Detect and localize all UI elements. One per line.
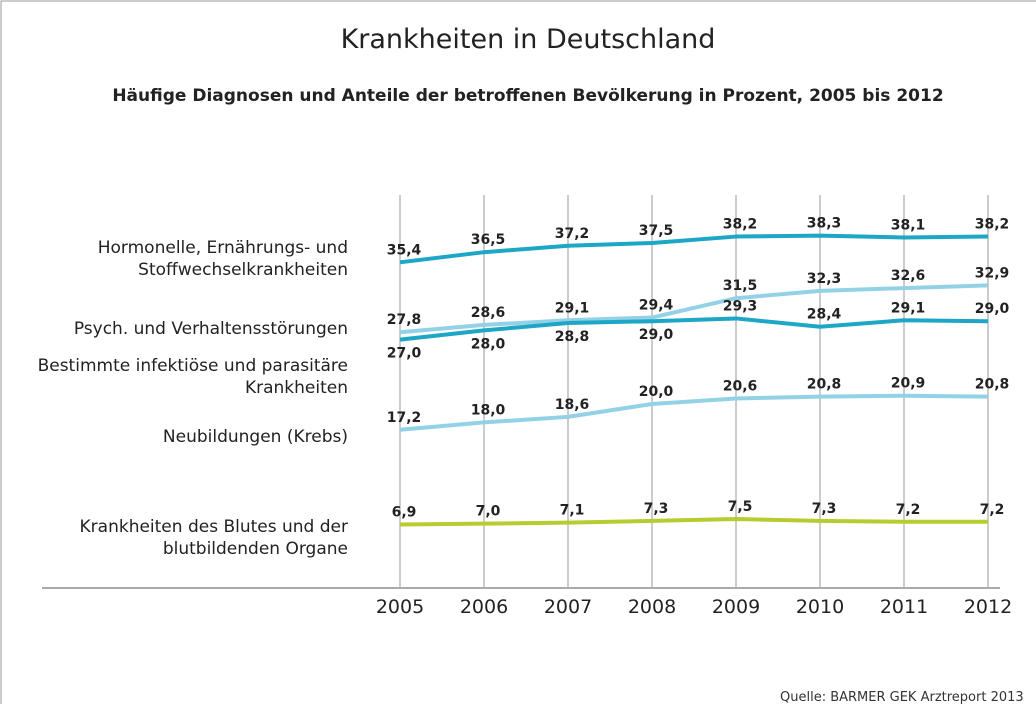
data-label: 29,1 <box>555 300 590 316</box>
chart-title: Krankheiten in Deutschland <box>341 24 716 55</box>
data-label: 31,5 <box>723 278 758 294</box>
series-label: Neubildungen (Krebs) <box>162 427 348 447</box>
series-line <box>399 233 989 265</box>
data-label: 7,5 <box>728 499 753 515</box>
series-label: Hormonelle, Ernährungs- und Stoffwechsel… <box>97 238 348 280</box>
data-label: 28,8 <box>555 329 590 345</box>
series-label: Psych. und Verhaltensstörungen <box>73 319 348 339</box>
series-line <box>399 283 989 335</box>
chart-subtitle: Häufige Diagnosen und Anteile der betrof… <box>112 86 943 106</box>
data-label: 17,2 <box>387 410 422 426</box>
series-line <box>399 316 989 342</box>
data-label: 28,0 <box>471 336 506 352</box>
series-line <box>399 393 989 432</box>
x-tick-label: 2007 <box>544 596 592 618</box>
data-label: 37,2 <box>555 226 590 242</box>
x-tick-label: 2008 <box>628 596 676 618</box>
x-tick-label: 2011 <box>880 596 928 618</box>
data-label: 32,3 <box>807 271 842 287</box>
data-label: 20,8 <box>807 377 842 393</box>
data-label: 6,9 <box>392 505 417 521</box>
x-tick-label: 2009 <box>712 596 760 618</box>
x-tick-label: 2005 <box>376 596 424 618</box>
data-label: 38,2 <box>975 217 1010 233</box>
data-label: 38,1 <box>891 217 926 233</box>
data-label: 32,6 <box>891 268 926 284</box>
series-label: Krankheiten des Blutes und der blutbilde… <box>79 517 348 559</box>
data-label: 38,2 <box>723 217 758 233</box>
data-label: 32,9 <box>975 265 1010 281</box>
data-label: 7,3 <box>812 501 837 517</box>
data-label: 7,3 <box>644 501 669 517</box>
series-line <box>399 517 988 527</box>
data-label: 29,0 <box>639 327 674 343</box>
x-tick-label: 2010 <box>796 596 844 618</box>
data-label: 7,0 <box>476 504 501 520</box>
series-label: Bestimmte infektiöse und parasitäre Kran… <box>37 356 348 398</box>
data-label: 29,0 <box>975 301 1010 317</box>
data-label: 7,1 <box>560 503 585 519</box>
data-label: 20,6 <box>723 378 758 394</box>
data-label: 37,5 <box>639 223 674 239</box>
data-label: 36,5 <box>471 232 506 248</box>
data-label: 27,8 <box>387 312 422 328</box>
data-label: 7,2 <box>896 502 921 518</box>
data-label: 29,1 <box>891 300 926 316</box>
x-tick-label: 2012 <box>964 596 1012 618</box>
data-label: 20,9 <box>891 376 926 392</box>
data-label: 27,0 <box>387 346 422 362</box>
data-label: 18,0 <box>471 402 506 418</box>
data-label: 18,6 <box>555 397 590 413</box>
x-tick-label: 2006 <box>460 596 508 618</box>
data-label: 29,3 <box>723 298 758 314</box>
data-label: 28,6 <box>471 305 506 321</box>
data-label: 20,0 <box>639 384 674 400</box>
data-label: 29,4 <box>639 298 674 314</box>
data-label: 38,3 <box>807 216 842 232</box>
data-label: 7,2 <box>980 502 1005 518</box>
data-label: 20,8 <box>975 377 1010 393</box>
data-label: 28,4 <box>807 307 842 323</box>
data-label: 35,4 <box>387 242 422 258</box>
source: Quelle: BARMER GEK Arztreport 2013 <box>780 690 1024 704</box>
